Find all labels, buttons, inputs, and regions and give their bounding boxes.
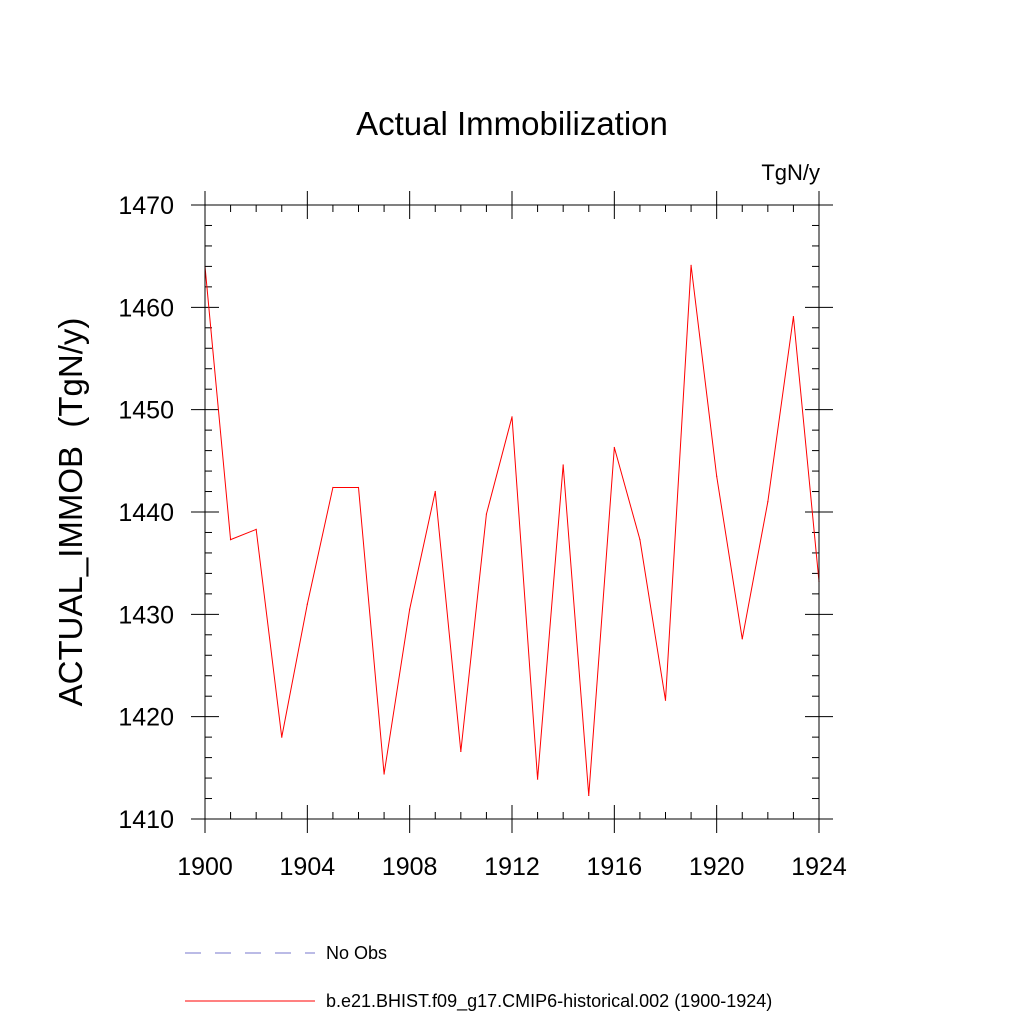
y-tick-label: 1420 [118, 704, 174, 732]
chart-title: Actual Immobilization [356, 105, 668, 142]
y-tick-label: 1440 [118, 499, 174, 527]
legend-label-no-obs: No Obs [326, 943, 387, 963]
x-tick-label: 1904 [280, 853, 336, 881]
major-ticks [191, 191, 833, 833]
x-tick-label: 1916 [587, 853, 643, 881]
x-tick-label: 1924 [791, 853, 847, 881]
data-point-1912 [511, 416, 513, 418]
x-tick-labels: 1900 1904 1908 1912 1916 1920 1924 [177, 853, 847, 881]
y-tick-label: 1450 [118, 397, 174, 425]
data-point-1923 [792, 315, 795, 318]
data-point-1908 [409, 608, 411, 610]
data-point-1914 [562, 464, 564, 466]
data-point-1920 [716, 475, 718, 477]
series-line-historical [204, 265, 820, 796]
legend: No Obs b.e21.BHIST.f09_g17.CMIP6-histori… [185, 943, 772, 1012]
data-point-1911 [485, 513, 488, 515]
data-point-1905 [332, 486, 334, 489]
y-axis-label: ACTUAL_IMMOB (TgN/y) [52, 318, 89, 707]
data-point-1902 [255, 528, 257, 531]
y-tick-label: 1460 [118, 294, 174, 322]
y-tick-label: 1470 [118, 192, 174, 220]
data-point-1915 [588, 794, 590, 797]
data-point-1919 [690, 264, 692, 266]
data-point-1910 [460, 750, 462, 753]
data-point-1903 [281, 736, 283, 738]
data-point-1921 [741, 638, 743, 640]
y-tick-label: 1430 [118, 601, 174, 629]
data-point-1901 [229, 539, 232, 541]
y-tick-labels: 1410 1420 1430 1440 1450 1460 1470 [118, 192, 174, 834]
data-point-1909 [434, 490, 436, 493]
units-label: TgN/y [761, 160, 820, 185]
data-point-1922 [767, 501, 769, 503]
data-point-1904 [306, 603, 308, 605]
x-tick-label: 1908 [382, 853, 438, 881]
data-point-1917 [639, 539, 641, 541]
plot-frame [204, 204, 820, 820]
minor-ticks [205, 205, 819, 819]
x-tick-label: 1900 [177, 853, 233, 881]
data-point-1916 [613, 446, 615, 449]
x-tick-label: 1920 [689, 853, 745, 881]
y-tick-label: 1410 [118, 806, 174, 834]
data-point-1913 [536, 778, 539, 780]
series-layer [204, 264, 820, 797]
data-point-1918 [664, 699, 667, 701]
legend-label-historical: b.e21.BHIST.f09_g17.CMIP6-historical.002… [326, 991, 772, 1012]
data-point-1907 [383, 773, 385, 775]
data-point-1906 [357, 486, 360, 489]
x-tick-label: 1912 [484, 853, 540, 881]
